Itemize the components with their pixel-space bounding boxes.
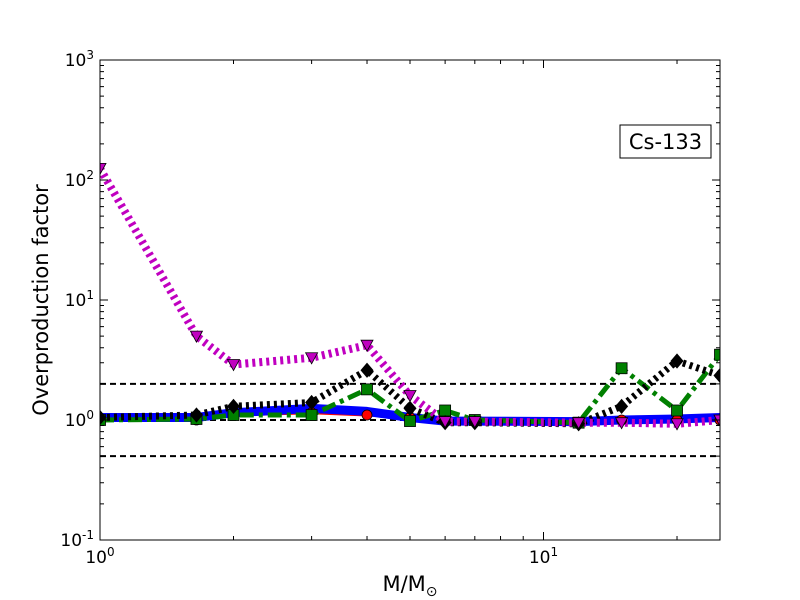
series-2-point-5 <box>404 415 416 427</box>
y-tick-label-3: 102 <box>65 168 94 191</box>
series-3-point-4 <box>360 362 374 378</box>
series-line-3 <box>100 357 720 428</box>
y-tick-label-2: 101 <box>65 288 94 311</box>
series-4-point-9 <box>614 417 629 430</box>
series-2-point-9 <box>615 362 628 375</box>
series-4-point-7 <box>468 416 482 429</box>
x-tick-label-1: 101 <box>529 545 558 568</box>
series-line-1 <box>100 403 720 427</box>
marker-layer <box>100 162 720 432</box>
series-4-point-4 <box>360 339 374 353</box>
series-4-point-5 <box>403 390 417 403</box>
annotation-frame <box>619 124 712 159</box>
x-axis-label-sub: ⊙ <box>426 584 438 600</box>
series-4-point-0 <box>100 162 107 176</box>
series-4-point-1 <box>189 330 204 343</box>
series-3-point-11 <box>713 367 720 384</box>
series-3-point-3 <box>305 394 319 411</box>
series-2-point-4 <box>361 383 373 396</box>
y-tick-label-0: 10-1 <box>60 528 94 551</box>
series-3-point-2 <box>226 398 241 414</box>
x-axis-label-main: M/M <box>382 572 425 596</box>
series-4-point-2 <box>226 359 241 372</box>
series-3-point-10 <box>670 353 684 369</box>
series-2-point-3 <box>305 409 318 421</box>
series-4-point-10 <box>670 418 684 431</box>
series-3-point-5 <box>403 400 417 416</box>
annotation-box: Cs-133 <box>619 124 712 159</box>
series-4-point-8 <box>571 417 586 430</box>
plot-background <box>100 60 720 540</box>
series-2-point-6 <box>439 404 452 417</box>
x-axis-label: M/M⊙ <box>382 572 437 600</box>
series-0-point-4 <box>361 409 373 421</box>
x-tick-label-0: 100 <box>85 545 114 568</box>
series-2-point-10 <box>671 404 683 417</box>
series-3-point-0 <box>100 409 107 426</box>
series-4-point-3 <box>304 352 319 365</box>
annotation-label: Cs-133 <box>629 130 702 154</box>
y-tick-label-4: 103 <box>65 48 94 71</box>
series-3-point-9 <box>615 398 629 414</box>
series-3-point-1 <box>189 407 203 423</box>
series-line-2 <box>100 353 720 426</box>
y-tick-label-1: 100 <box>65 408 94 431</box>
y-axis-label: Overproduction factor <box>29 184 53 416</box>
series-4-point-6 <box>438 416 452 429</box>
series-2-point-11 <box>714 348 720 361</box>
